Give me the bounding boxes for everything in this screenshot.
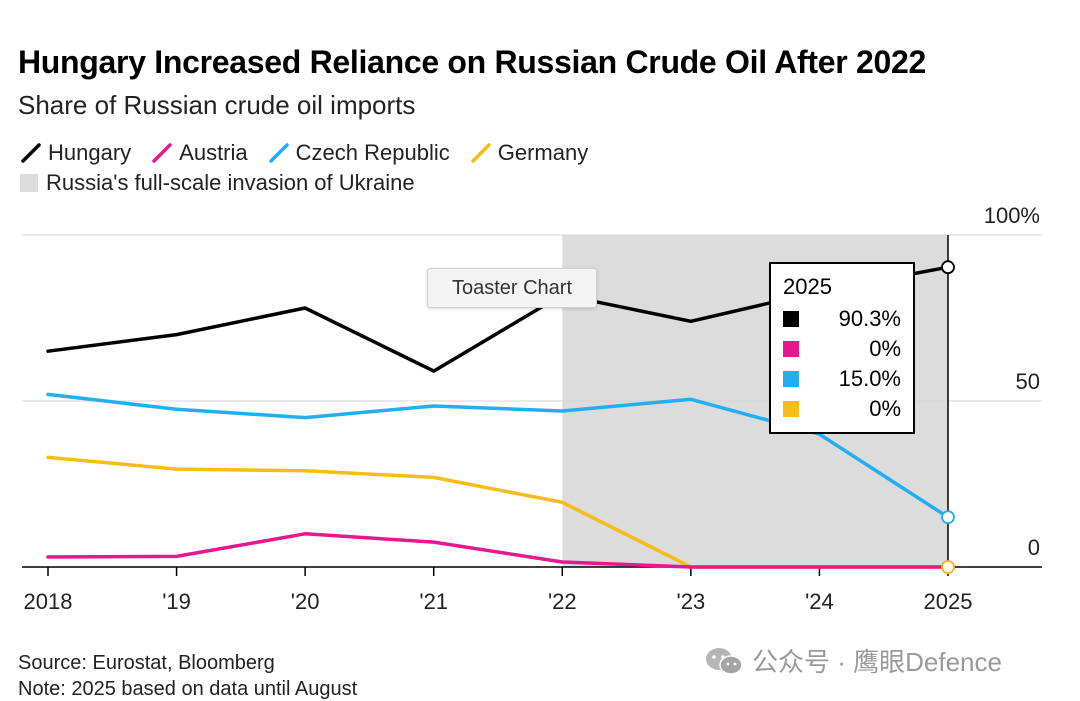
toaster-chart-popup[interactable]: Toaster Chart xyxy=(427,268,597,308)
legend-item-germany[interactable]: Germany xyxy=(470,140,588,166)
x-tick-label: '21 xyxy=(419,589,448,614)
legend-line-icon xyxy=(470,143,491,163)
tooltip-swatch-icon xyxy=(783,401,799,417)
x-tick-label: '19 xyxy=(162,589,191,614)
legend-item-hungary[interactable]: Hungary xyxy=(20,140,131,166)
tooltip-swatch-icon xyxy=(783,341,799,357)
data-note: Note: 2025 based on data until August xyxy=(18,678,358,700)
legend-label: Czech Republic xyxy=(295,140,450,165)
tooltip-swatch-icon xyxy=(783,311,799,327)
hover-point-hungary xyxy=(941,260,955,275)
watermark-text: 公众号 · 鹰眼Defence xyxy=(752,647,1002,677)
y-tick-label: 50 xyxy=(1016,369,1040,394)
legend-label: Russia's full-scale invasion of Ukraine xyxy=(46,170,415,195)
chart-subtitle: Share of Russian crude oil imports xyxy=(18,90,416,120)
tooltip-value: 15.0% xyxy=(838,366,901,391)
legend: Hungary Austria Czech Republic Germany xyxy=(20,140,588,166)
hover-point-czech-republic xyxy=(941,510,955,525)
legend-label: Austria xyxy=(179,140,248,165)
x-tick-label: 2025 xyxy=(924,589,973,614)
legend-line-icon xyxy=(152,143,172,163)
legend-label: Germany xyxy=(497,140,589,165)
legend-label: Hungary xyxy=(48,140,132,165)
hover-point-germany xyxy=(941,560,955,574)
legend-line-icon xyxy=(268,143,289,163)
series-line-austria xyxy=(46,532,950,569)
tooltip-swatch-icon xyxy=(783,371,799,387)
wechat-icon xyxy=(706,647,743,675)
tooltip-row-germany: 0% xyxy=(783,394,901,424)
watermark: 公众号 · 鹰眼Defence xyxy=(704,642,1002,679)
source-note: Source: Eurostat, Bloomberg xyxy=(18,652,275,674)
tooltip-row-czech-republic: 15.0% xyxy=(783,364,901,394)
tooltip-value: 0% xyxy=(869,336,901,361)
legend-item-invasion-shade: Russia's full-scale invasion of Ukraine xyxy=(20,170,415,196)
tooltip-value: 90.3% xyxy=(838,306,901,331)
shade-swatch-icon xyxy=(20,174,38,192)
y-tick-label: 0 xyxy=(1028,535,1040,560)
legend-item-austria[interactable]: Austria xyxy=(151,140,248,166)
y-tick-label: 100% xyxy=(984,203,1040,228)
hover-tooltip: 2025 90.3% 0% 15.0% 0% xyxy=(769,262,915,434)
tooltip-row-hungary: 90.3% xyxy=(783,304,901,334)
legend-item-czech-republic[interactable]: Czech Republic xyxy=(268,140,450,166)
chart-title: Hungary Increased Reliance on Russian Cr… xyxy=(18,44,926,80)
tooltip-value: 0% xyxy=(869,396,901,421)
x-tick-label: 2018 xyxy=(24,589,73,614)
x-tick-label: '24 xyxy=(805,589,834,614)
x-tick-label: '23 xyxy=(677,589,706,614)
x-tick-label: '20 xyxy=(291,589,320,614)
x-tick-label: '22 xyxy=(548,589,577,614)
tooltip-year: 2025 xyxy=(783,274,832,299)
tooltip-row-austria: 0% xyxy=(783,334,901,364)
legend-line-icon xyxy=(21,143,41,163)
